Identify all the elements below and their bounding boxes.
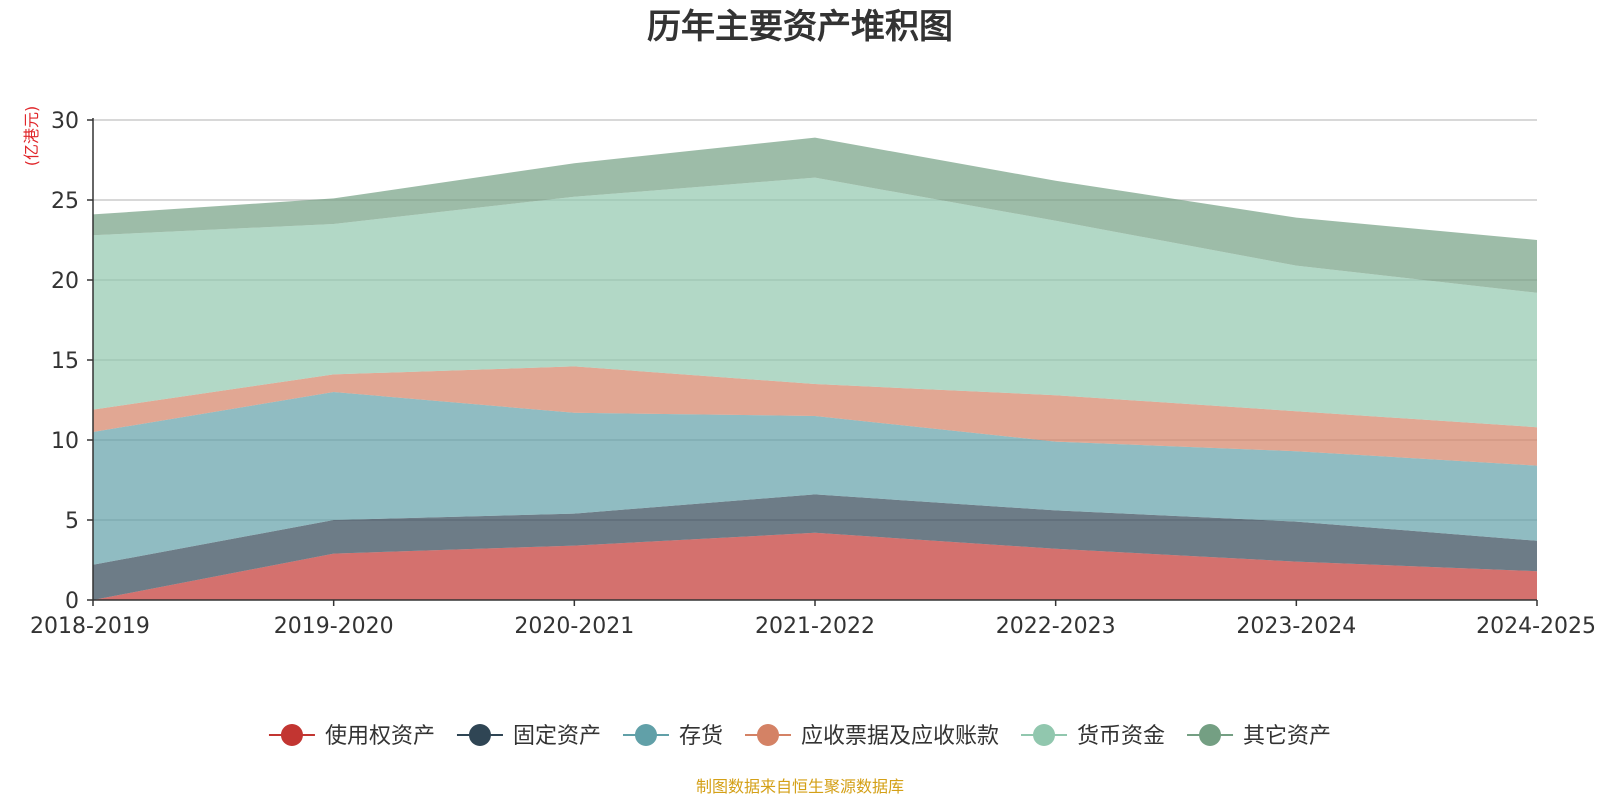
chart-title: 历年主要资产堆积图 — [647, 7, 953, 47]
legend-marker-icon — [634, 724, 657, 746]
axes — [87, 118, 1538, 606]
legend-marker-icon — [1199, 724, 1222, 746]
x-tick-label: 2022-2023 — [996, 614, 1116, 639]
legend-label: 货币资金 — [1077, 724, 1165, 749]
x-tick-label: 2018-2019 — [30, 614, 150, 639]
legend-marker-icon — [280, 724, 303, 746]
legend-label: 固定资产 — [513, 724, 601, 749]
y-axis-unit-label: (亿港元) — [22, 106, 41, 167]
legend-item[interactable]: 使用权资产 — [268, 724, 435, 749]
series-area-1[interactable] — [93, 532, 1537, 600]
y-tick-label: 25 — [51, 189, 79, 214]
legend-label: 存货 — [679, 724, 723, 749]
x-tick-label: 2023-2024 — [1236, 614, 1356, 639]
x-tick-label: 2020-2021 — [514, 614, 634, 639]
legend-item[interactable]: 应收票据及应收账款 — [745, 724, 999, 749]
y-tick-label: 30 — [51, 109, 79, 134]
x-tick-label: 2024-2025 — [1476, 614, 1596, 639]
y-tick-labels: 0 5 10 15 20 25 30 — [51, 109, 79, 614]
x-tick-label: 2021-2022 — [755, 614, 875, 639]
legend-item[interactable]: 其它资产 — [1187, 724, 1331, 749]
y-tick-label: 20 — [51, 269, 79, 294]
legend-label: 应收票据及应收账款 — [801, 724, 999, 749]
y-tick-label: 0 — [65, 589, 79, 614]
series-area-4[interactable] — [93, 366, 1537, 466]
legend-item[interactable]: 存货 — [622, 724, 723, 749]
legend-marker-icon — [757, 724, 779, 746]
x-tick-label: 2019-2020 — [274, 614, 394, 639]
legend-label: 使用权资产 — [325, 724, 435, 749]
x-tick-labels: 2018-2019 2019-2020 2020-2021 2021-2022 2022… — [30, 614, 1596, 639]
legend-item[interactable]: 固定资产 — [456, 724, 601, 749]
legend[interactable]: 使用权资产 固定资产 存货 应收票据及应收账款 货币资金 其它资产 — [268, 724, 1331, 749]
y-tick-label: 15 — [51, 349, 79, 374]
legend-label: 其它资产 — [1243, 724, 1331, 749]
legend-marker-icon — [468, 724, 491, 746]
series-area-6[interactable] — [93, 137, 1537, 293]
y-tick-label: 5 — [65, 509, 79, 534]
series-area-5[interactable] — [93, 177, 1537, 428]
legend-item[interactable]: 货币资金 — [1021, 724, 1165, 749]
legend-marker-icon — [1033, 724, 1056, 746]
series-area-2[interactable] — [93, 494, 1537, 600]
source-note: 制图数据来自恒生聚源数据库 — [696, 777, 904, 796]
series-area-3[interactable] — [93, 392, 1537, 565]
y-tick-label: 10 — [51, 429, 79, 454]
series-areas — [93, 137, 1537, 600]
